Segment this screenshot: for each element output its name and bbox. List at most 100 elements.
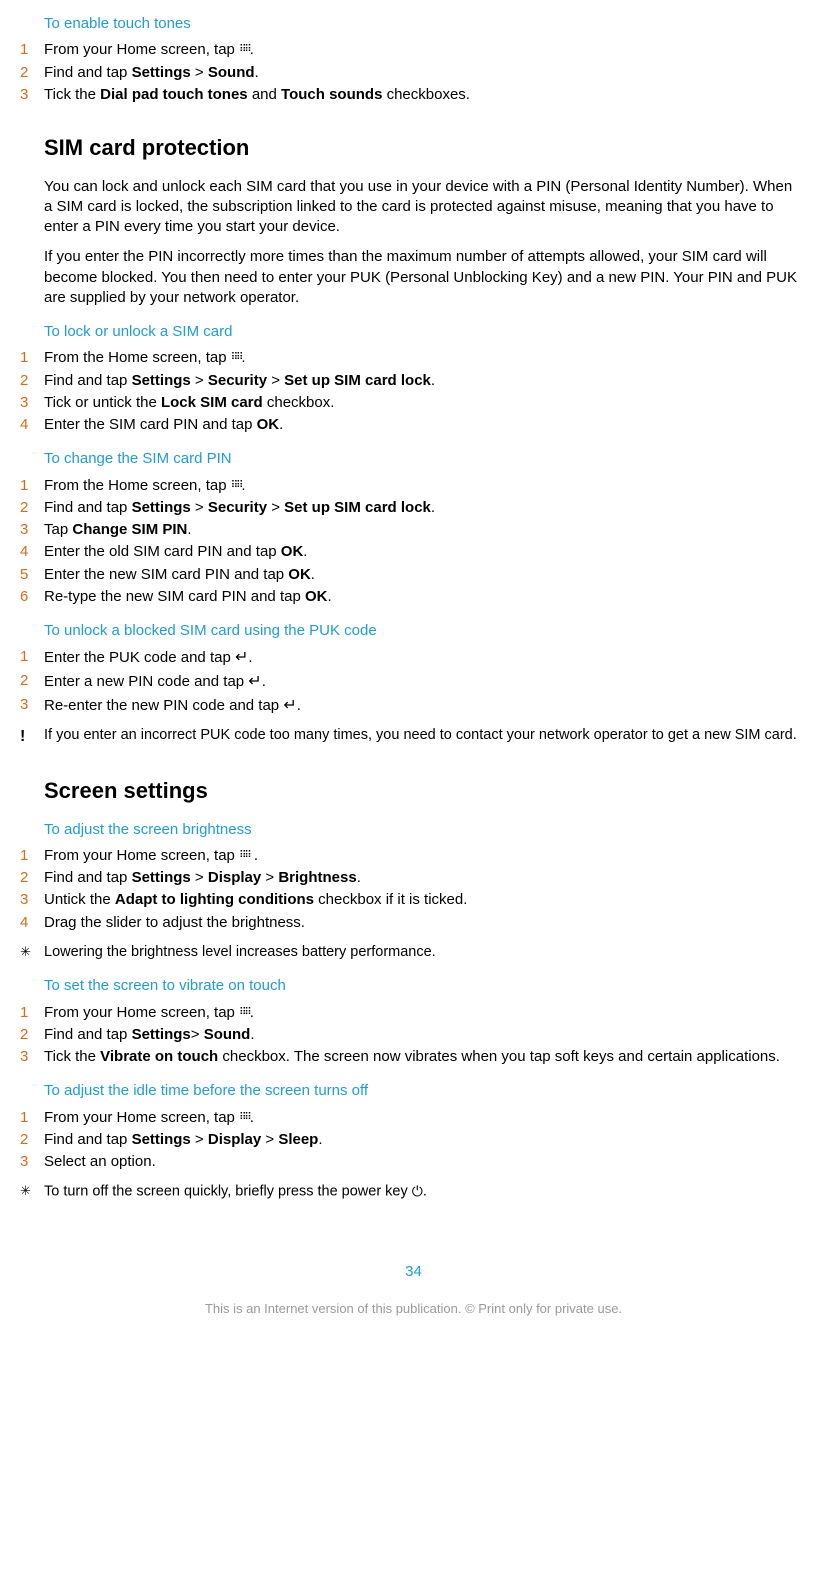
step-number: 3 [20,890,44,910]
text: Tick the [44,86,100,103]
step-number: 5 [20,565,44,585]
text: > [191,64,208,81]
step-number: 2 [20,1130,44,1150]
text: > [191,1131,208,1148]
step-text: Untick the Adapt to lighting conditions … [44,890,807,910]
step-number: 1 [20,40,44,60]
step-number: 3 [20,520,44,540]
step-text: Tap Change SIM PIN. [44,520,807,540]
step-text: Enter the new SIM card PIN and tap OK. [44,565,807,585]
bold: Settings [132,1131,191,1148]
text: Re-type the new SIM card PIN and tap [44,588,305,605]
apps-grid-icon: ⠿⠿ [239,47,250,53]
text: . [303,543,307,560]
paragraph: If you enter the PIN incorrectly more ti… [44,247,804,308]
step-text: From your Home screen, tap ⠿⠿. [44,1108,807,1128]
text: Find and tap [44,372,132,389]
subheading-lock-sim: To lock or unlock a SIM card [44,322,807,342]
text: Tick the [44,1048,100,1065]
bold: Change SIM PIN [72,521,187,538]
important-icon: ! [20,726,44,748]
text: . [318,1131,322,1148]
bold: Lock SIM card [161,394,263,411]
bold: Sleep [278,1131,318,1148]
step-text: From the Home screen, tap ⠿⠿. [44,348,807,368]
text: Re-enter the new PIN code and tap [44,696,283,713]
text: . [250,1026,254,1043]
bold: OK [281,543,304,560]
apps-grid-icon: ⠿⠿ [239,1115,250,1121]
step-text: From your Home screen, tap ⠿⠿. [44,1003,807,1023]
bold: Settings [132,372,191,389]
text: . [431,499,435,516]
text: Enter the new SIM card PIN and tap [44,566,288,583]
text: Tap [44,521,72,538]
subheading-idle-time: To adjust the idle time before the scree… [44,1081,807,1101]
text: . [241,349,245,366]
text: checkbox if it is ticked. [314,891,467,908]
step-row: 1 From your Home screen, tap ⠿⠿. [20,40,807,60]
tip-note: ✳ To turn off the screen quickly, briefl… [20,1182,807,1202]
text: . [327,588,331,605]
step-text: Find and tap Settings > Display > Bright… [44,868,807,888]
text: Enter the old SIM card PIN and tap [44,543,281,560]
step-row: 3Tick or untick the Lock SIM card checkb… [20,393,807,413]
step-row: 2Find and tap Settings > Security > Set … [20,371,807,391]
step-text: From your Home screen, tap ⠿⠿ . [44,846,807,866]
bold: Settings [132,1026,191,1043]
enter-key-icon: ↵ [235,647,248,669]
text: Enter the SIM card PIN and tap [44,416,257,433]
step-number: 1 [20,647,44,669]
apps-grid-icon: ⠿⠿ [231,483,242,489]
step-text: Re-type the new SIM card PIN and tap OK. [44,587,807,607]
step-text: Find and tap Settings > Security > Set u… [44,371,807,391]
step-number: 3 [20,1152,44,1172]
text: Untick the [44,891,115,908]
step-number: 2 [20,868,44,888]
heading-sim-card-protection: SIM card protection [44,133,807,163]
step-row: 1From the Home screen, tap ⠿⠿. [20,476,807,496]
step-number: 1 [20,846,44,866]
bold: Adapt to lighting conditions [115,891,314,908]
text: From your Home screen, tap [44,847,239,864]
step-text: Find and tap Settings> Sound. [44,1025,807,1045]
text: > [261,869,278,886]
step-row: 4Drag the slider to adjust the brightnes… [20,913,807,933]
step-number: 3 [20,695,44,717]
enter-key-icon: ↵ [283,695,296,717]
text: . [250,1109,254,1126]
footer-text: This is an Internet version of this publ… [20,1300,807,1318]
heading-screen-settings: Screen settings [44,776,807,806]
tip-bulb-icon: ✳ [20,943,44,961]
step-row: 6Re-type the new SIM card PIN and tap OK… [20,587,807,607]
step-row: 3Tap Change SIM PIN. [20,520,807,540]
text: . [311,566,315,583]
step-text: Find and tap Settings > Security > Set u… [44,498,807,518]
paragraph: You can lock and unlock each SIM card th… [44,177,804,238]
apps-grid-icon: ⠿⠿ [239,853,250,859]
text: > [267,372,284,389]
text: Tick or untick the [44,394,161,411]
step-text: From the Home screen, tap ⠿⠿. [44,476,807,496]
step-row: 1Enter the PUK code and tap ↵. [20,647,807,669]
step-row: 1From your Home screen, tap ⠿⠿ . [20,846,807,866]
bold: Settings [132,64,191,81]
text: Find and tap [44,1026,132,1043]
bold: Display [208,1131,261,1148]
step-number: 4 [20,913,44,933]
subheading-vibrate-touch: To set the screen to vibrate on touch [44,976,807,996]
step-row: 4Enter the old SIM card PIN and tap OK. [20,542,807,562]
text: Find and tap [44,1131,132,1148]
text: Enter a new PIN code and tap [44,673,248,690]
step-row: 1From the Home screen, tap ⠿⠿. [20,348,807,368]
step-number: 1 [20,348,44,368]
subheading-brightness: To adjust the screen brightness [44,820,807,840]
bold: Settings [132,499,191,516]
tip-note: ✳ Lowering the brightness level increase… [20,943,807,963]
step-row: 4Enter the SIM card PIN and tap OK. [20,415,807,435]
text: > [191,499,208,516]
step-row: 1From your Home screen, tap ⠿⠿. [20,1108,807,1128]
bold: Set up SIM card lock [284,372,431,389]
step-row: 2Find and tap Settings > Display > Brigh… [20,868,807,888]
bold: OK [288,566,311,583]
